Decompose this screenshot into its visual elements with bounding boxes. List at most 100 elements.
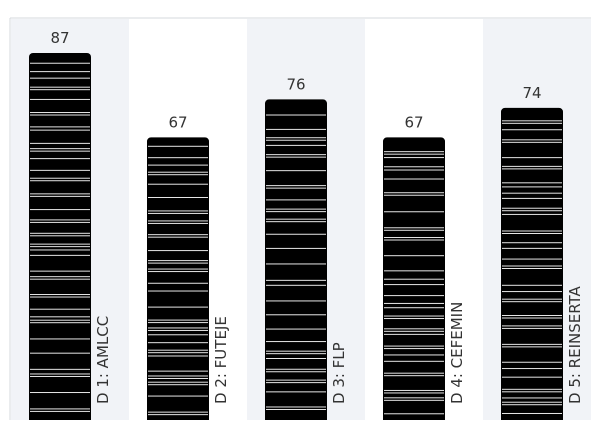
bar bbox=[501, 107, 563, 424]
bar-stripe bbox=[502, 242, 562, 244]
bar-stripe bbox=[502, 247, 562, 249]
bar-group bbox=[29, 53, 91, 424]
bar-stripe bbox=[502, 197, 562, 199]
bar-stripe bbox=[502, 232, 562, 234]
bar-stripe bbox=[30, 294, 90, 296]
category-label: D 1: AMLCC bbox=[94, 316, 112, 404]
bar-stripe bbox=[502, 168, 562, 170]
value-label: 87 bbox=[50, 29, 69, 47]
bar-stripe bbox=[384, 192, 444, 194]
bar bbox=[29, 53, 91, 424]
bar-stripe bbox=[30, 338, 90, 340]
bar-stripe bbox=[502, 192, 562, 194]
bar-stripe bbox=[148, 171, 208, 173]
bar-stripe bbox=[30, 319, 90, 321]
bar-stripe bbox=[148, 355, 208, 357]
bar-stripe bbox=[148, 236, 208, 238]
bar-stripe bbox=[30, 126, 90, 128]
bar-stripe bbox=[30, 410, 90, 412]
bar-stripe bbox=[30, 375, 90, 377]
bar-stripe bbox=[148, 411, 208, 413]
bar-stripe bbox=[266, 328, 326, 330]
bar-stripe bbox=[502, 401, 562, 403]
bar-stripe bbox=[502, 207, 562, 209]
bar-stripe bbox=[30, 232, 90, 234]
bar-stripe bbox=[148, 145, 208, 147]
bar-stripe bbox=[266, 187, 326, 189]
bar-stripe bbox=[384, 237, 444, 239]
bar-stripe bbox=[384, 389, 444, 391]
value-label: 76 bbox=[286, 75, 305, 93]
bar-stripe bbox=[148, 210, 208, 212]
bar-stripe bbox=[502, 376, 562, 378]
bar-stripe bbox=[266, 368, 326, 370]
bar-stripe bbox=[384, 178, 444, 180]
bar-stripe bbox=[30, 86, 90, 88]
value-label: 67 bbox=[404, 113, 423, 131]
bar-stripe bbox=[148, 220, 208, 222]
bar-stripe bbox=[266, 358, 326, 360]
bar-stripe bbox=[384, 392, 444, 394]
bar-stripe bbox=[266, 139, 326, 141]
bar-stripe bbox=[266, 279, 326, 281]
bar-stripe bbox=[148, 414, 208, 416]
bar-stripe bbox=[30, 246, 90, 248]
category-label: D 3: FLP bbox=[330, 342, 348, 404]
bar-group bbox=[147, 137, 209, 424]
value-label: 74 bbox=[522, 84, 541, 102]
bar-stripe bbox=[502, 325, 562, 327]
bar-stripe bbox=[30, 193, 90, 195]
bar-stripe bbox=[266, 406, 326, 408]
bar-stripe bbox=[384, 372, 444, 374]
bar bbox=[383, 137, 445, 424]
bar-stripe bbox=[148, 329, 208, 331]
bar-stripe bbox=[502, 368, 562, 370]
bar-stripe bbox=[266, 185, 326, 187]
bar-stripe bbox=[384, 399, 444, 401]
bar-stripe bbox=[30, 392, 90, 394]
bar-stripe bbox=[502, 129, 562, 131]
bar-stripe bbox=[502, 120, 562, 122]
bar-stripe bbox=[148, 234, 208, 236]
bar-stripe bbox=[384, 229, 444, 231]
bar-group bbox=[383, 137, 445, 424]
bar-stripe bbox=[148, 381, 208, 383]
bar-stripe bbox=[30, 352, 90, 354]
bar-stripe bbox=[30, 180, 90, 182]
bar-stripe bbox=[502, 141, 562, 143]
bar-stripe bbox=[384, 278, 444, 280]
bar-stripe bbox=[384, 333, 444, 335]
bar-stripe bbox=[148, 327, 208, 329]
bar-stripe bbox=[30, 322, 90, 324]
bar-stripe bbox=[148, 222, 208, 224]
bar-stripe bbox=[384, 318, 444, 320]
bar-stripe bbox=[384, 227, 444, 229]
bar-stripe bbox=[148, 377, 208, 379]
bar-stripe bbox=[30, 254, 90, 256]
bar-stripe bbox=[30, 148, 90, 150]
bar-stripe bbox=[266, 350, 326, 352]
bar-stripe bbox=[148, 196, 208, 198]
bar-stripe bbox=[148, 352, 208, 354]
bar-stripe bbox=[384, 354, 444, 356]
bar-stripe bbox=[502, 361, 562, 363]
bar-stripe bbox=[30, 71, 90, 73]
bar-stripe bbox=[30, 98, 90, 100]
bar-stripe bbox=[384, 284, 444, 286]
category-label: D 5: REINSERTA bbox=[566, 285, 584, 404]
bar-stripe bbox=[148, 271, 208, 273]
bar-stripe bbox=[266, 284, 326, 286]
bar-stripe bbox=[266, 208, 326, 210]
bar-stripe bbox=[30, 62, 90, 64]
bar-stripe bbox=[384, 295, 444, 297]
bar-group bbox=[501, 107, 563, 424]
bar-stripe bbox=[266, 218, 326, 220]
bar-stripe bbox=[266, 371, 326, 373]
bar-stripe bbox=[502, 397, 562, 399]
bar-stripe bbox=[30, 89, 90, 91]
category-label: D 2: FUTEJE bbox=[212, 316, 230, 404]
bar-stripe bbox=[266, 379, 326, 381]
bar bbox=[147, 137, 209, 424]
bar-stripe bbox=[30, 158, 90, 160]
bar-stripe bbox=[266, 211, 326, 213]
